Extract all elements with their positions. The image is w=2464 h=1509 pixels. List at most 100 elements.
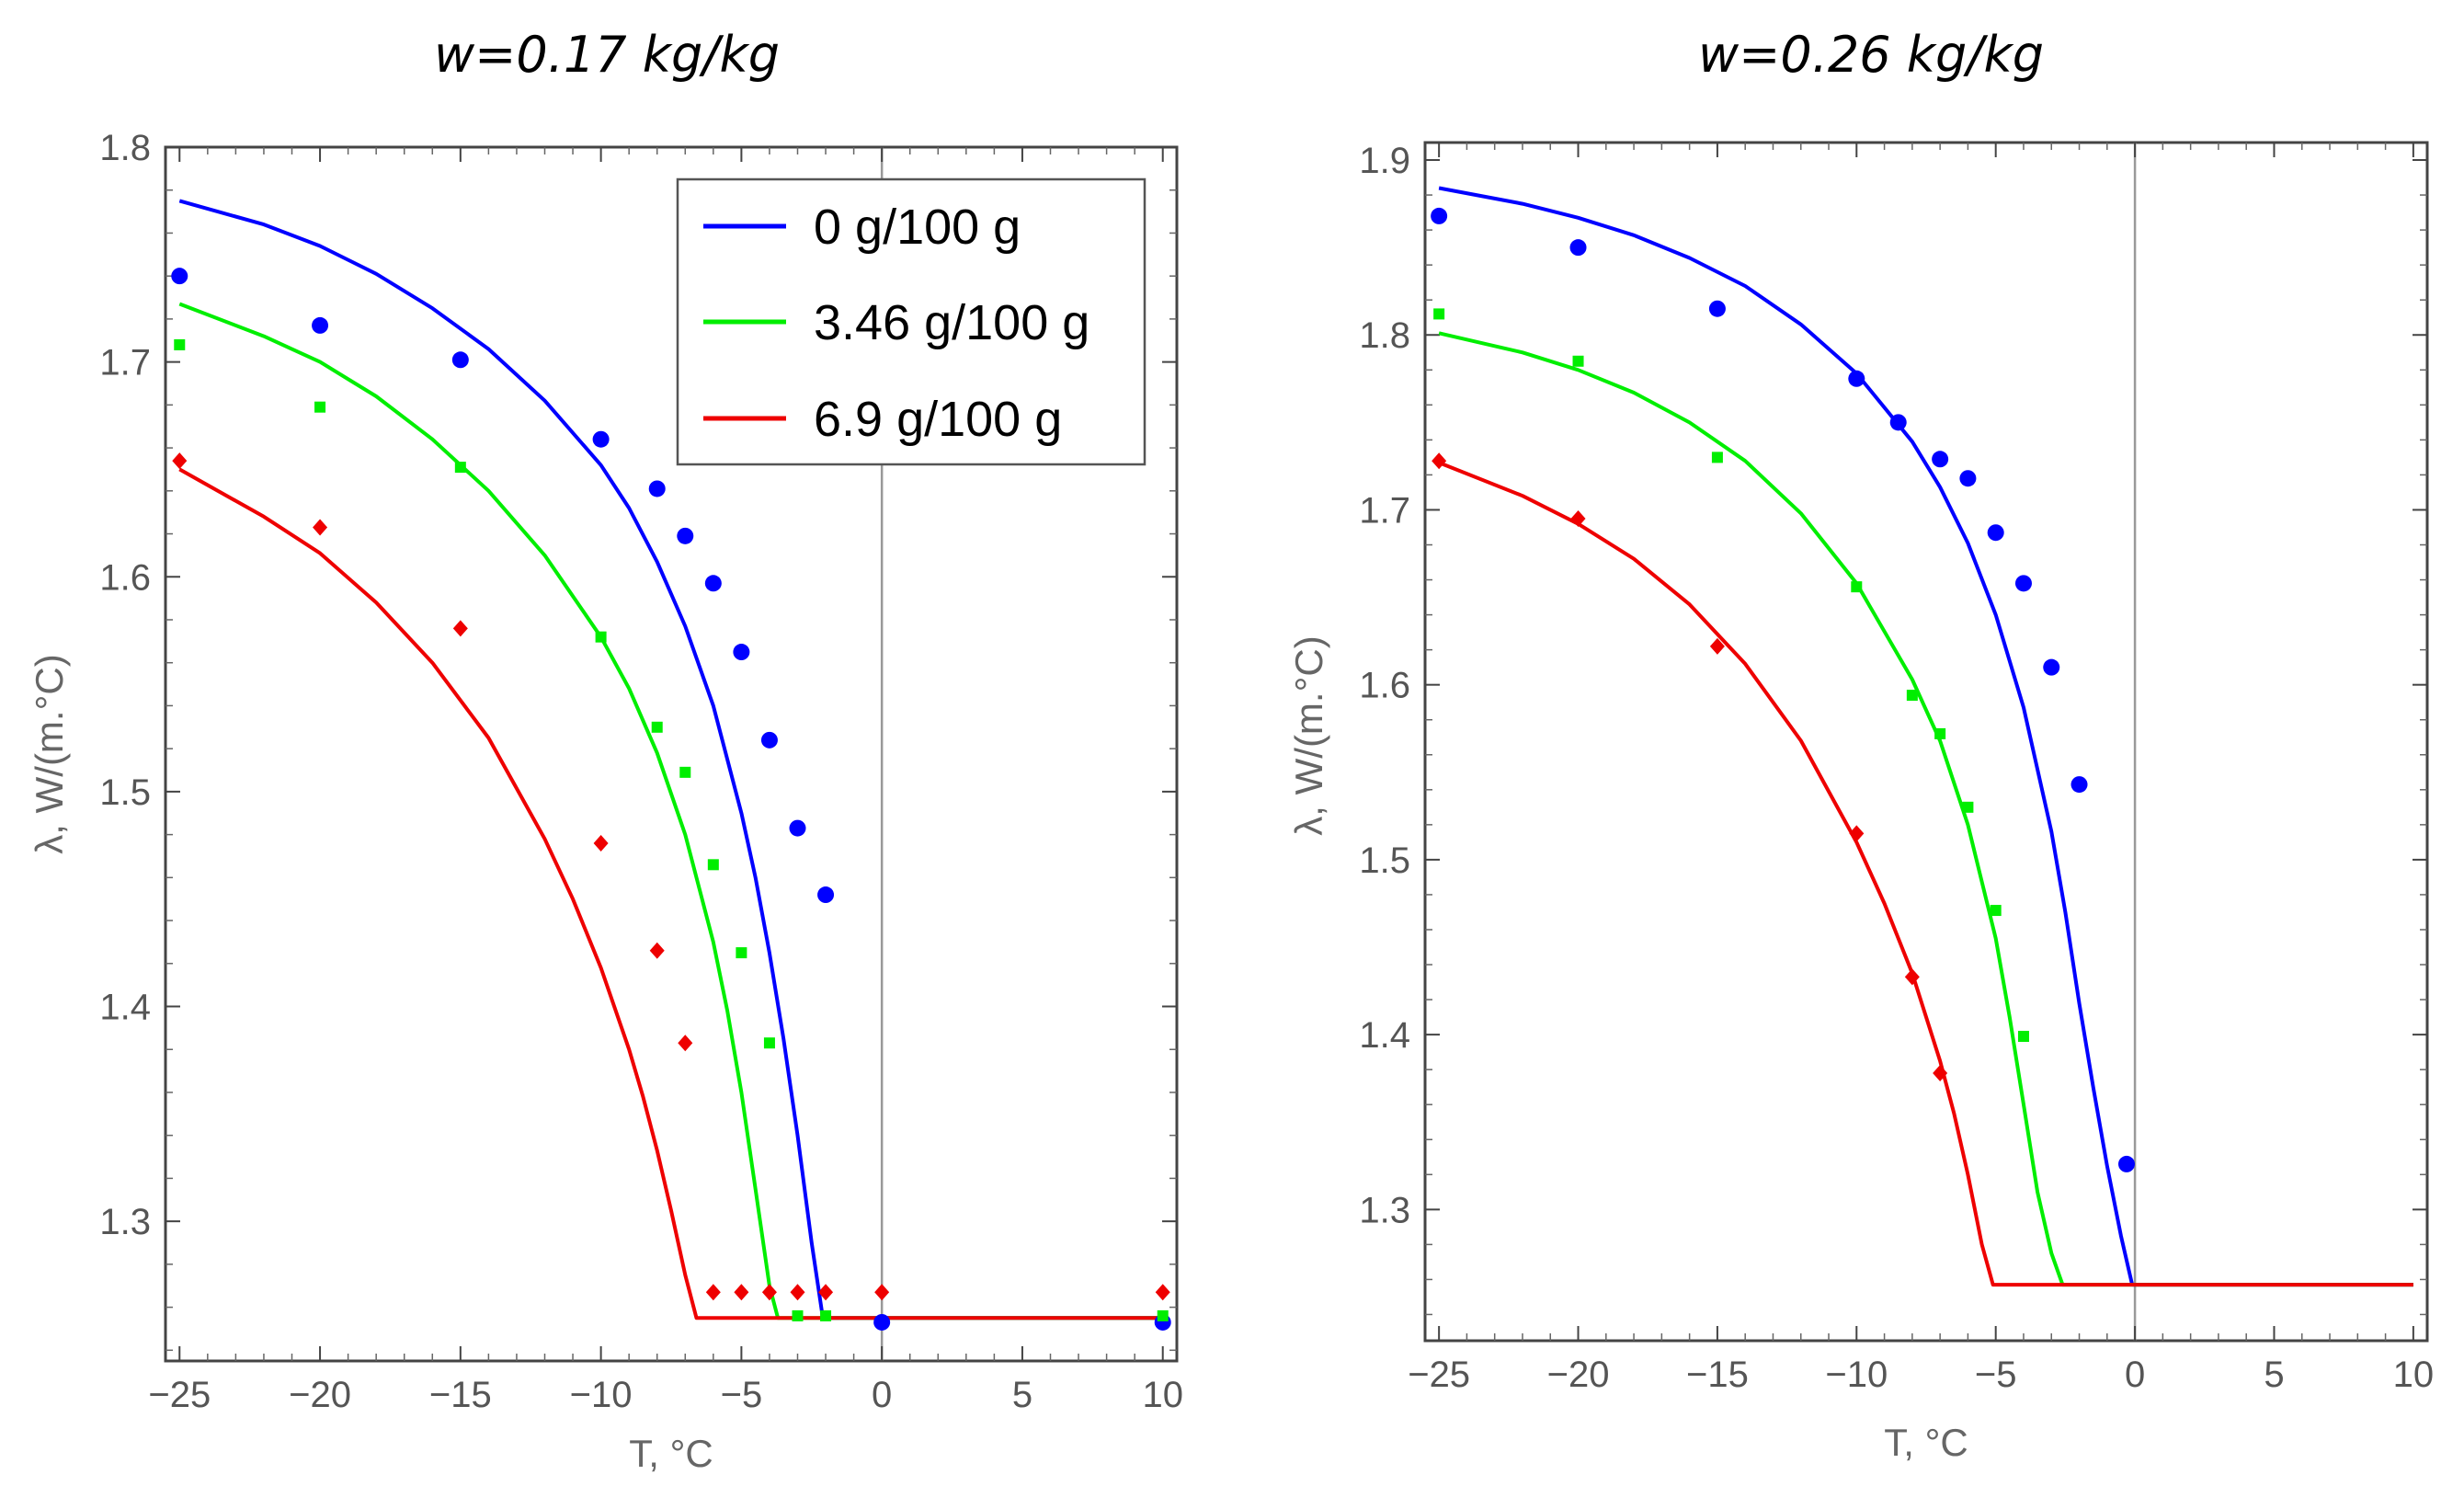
data-point <box>2043 658 2060 676</box>
data-point <box>2014 575 2032 592</box>
series-line-0 <box>178 199 1163 1320</box>
x-tick-label: −5 <box>1975 1355 2017 1395</box>
data-point <box>1906 690 1918 702</box>
y-tick-label: 1.8 <box>1359 315 1410 356</box>
data-point <box>451 351 469 369</box>
series-line-0 <box>1438 186 2413 1287</box>
y-tick-label: 1.3 <box>99 1202 151 1242</box>
y-axis-label: λ, W/(m.°C) <box>28 654 71 853</box>
chart-title: w=0.17 kg/kg <box>434 26 780 84</box>
data-point <box>1904 968 1920 986</box>
legend-label: 0 g/100 g <box>814 200 1021 255</box>
data-point <box>790 1284 805 1301</box>
data-point <box>174 338 186 350</box>
x-tick-label: 10 <box>2393 1355 2435 1395</box>
legend: 0 g/100 g 3.46 g/100 g 6.9 g/100 g <box>676 177 1146 466</box>
x-tick-label: −10 <box>570 1375 633 1415</box>
data-point <box>678 1035 693 1052</box>
data-point <box>1155 1284 1170 1301</box>
data-point <box>454 462 466 474</box>
x-tick-label: −25 <box>148 1375 211 1415</box>
data-point <box>1708 300 1726 317</box>
data-point <box>704 575 722 592</box>
data-point <box>789 819 806 837</box>
data-point <box>1889 414 1907 431</box>
data-point <box>707 859 719 871</box>
data-point <box>733 644 750 661</box>
series-line-2 <box>1438 461 2413 1287</box>
series-line-1 <box>1438 331 2413 1287</box>
y-tick-label: 1.4 <box>1359 1015 1410 1056</box>
data-point <box>734 1284 749 1301</box>
x-tick-label: 10 <box>1142 1375 1183 1415</box>
x-axis-label: T, °C <box>629 1432 713 1475</box>
data-point <box>2118 1155 2135 1172</box>
data-point <box>736 947 747 959</box>
x-tick-label: 0 <box>2125 1355 2145 1395</box>
x-tick-label: 5 <box>2264 1355 2284 1395</box>
x-tick-label: −20 <box>289 1375 351 1415</box>
y-tick-label: 1.7 <box>1359 490 1410 531</box>
data-point <box>1933 1064 1948 1081</box>
data-point <box>593 834 609 852</box>
data-point <box>1431 207 1448 224</box>
data-point <box>763 1037 775 1049</box>
data-point <box>171 268 188 285</box>
data-point <box>677 527 694 544</box>
data-point <box>1962 801 1974 813</box>
y-tick-label: 1.9 <box>1359 141 1410 181</box>
data-point <box>651 721 663 733</box>
data-point <box>649 942 665 959</box>
data-point <box>760 731 778 749</box>
data-point <box>452 620 468 637</box>
data-point <box>1932 451 1949 468</box>
series-line-2 <box>178 467 1163 1320</box>
x-tick-label: 5 <box>1012 1375 1032 1415</box>
legend-label: 6.9 g/100 g <box>814 392 1062 447</box>
data-point <box>679 766 691 778</box>
x-tick-label: −15 <box>429 1375 492 1415</box>
data-point <box>1711 452 1723 463</box>
y-tick-label: 1.5 <box>1359 840 1410 881</box>
y-tick-label: 1.4 <box>99 988 151 1028</box>
x-tick-label: −20 <box>1547 1355 1610 1395</box>
data-point <box>1570 509 1586 527</box>
x-tick-label: −10 <box>1825 1355 1888 1395</box>
data-point <box>172 452 188 470</box>
data-point <box>817 886 835 904</box>
x-tick-label: −15 <box>1686 1355 1749 1395</box>
data-point <box>313 519 328 536</box>
data-point <box>818 1284 834 1301</box>
data-point <box>648 480 666 497</box>
data-point <box>1433 308 1445 320</box>
data-point <box>1851 581 1863 593</box>
data-point <box>595 631 607 643</box>
y-tick-label: 1.5 <box>99 772 151 813</box>
plot-frame <box>1423 141 2429 1343</box>
data-point <box>314 401 326 413</box>
data-point <box>792 1309 804 1321</box>
data-point <box>1848 370 1865 387</box>
legend-label: 3.46 g/100 g <box>814 295 1089 350</box>
data-point <box>1157 1309 1169 1321</box>
data-point <box>592 430 610 448</box>
data-point <box>1572 355 1584 367</box>
data-point <box>1987 524 2004 542</box>
y-tick-label: 1.7 <box>99 343 151 383</box>
chart-right: w=0.26 kg/kg −25 −20 −15 −10 −5 0 5 10 1.3 1.4 1.5… <box>1287 26 2434 1464</box>
data-point <box>2070 776 2088 794</box>
y-tick-label: 1.6 <box>99 557 151 598</box>
data-point <box>1709 637 1725 655</box>
data-point <box>1959 470 1977 487</box>
data-point <box>2017 1031 2029 1043</box>
y-tick-label: 1.3 <box>1359 1190 1410 1230</box>
chart-left: w=0.17 kg/kg −25 −20 −15 −10 −5 0 5 10 1.3 1.4 1.5… <box>28 26 1183 1475</box>
data-point <box>873 1313 891 1331</box>
data-point <box>761 1284 777 1301</box>
x-tick-label: −5 <box>721 1375 763 1415</box>
y-tick-label: 1.6 <box>1359 666 1410 706</box>
chart-title: w=0.26 kg/kg <box>1698 26 2044 84</box>
data-point <box>1432 452 1447 470</box>
data-point <box>1990 905 2002 917</box>
x-tick-label: −25 <box>1408 1355 1470 1395</box>
